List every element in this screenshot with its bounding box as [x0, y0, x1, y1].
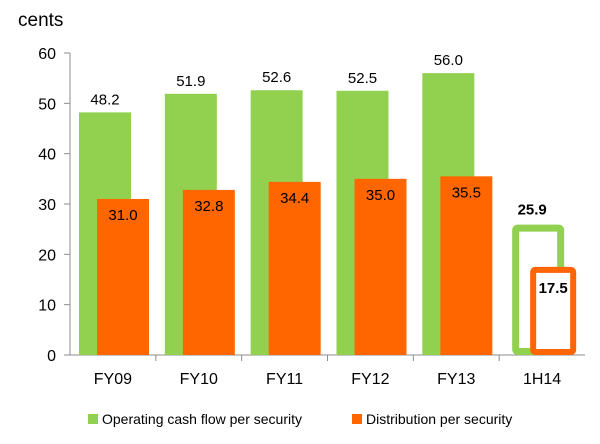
y-axis-unit-label: cents: [18, 10, 63, 31]
bar-distribution: [440, 176, 493, 355]
y-tick-label: 10: [38, 298, 56, 315]
data-label-distribution: 32.8: [194, 198, 223, 215]
bar-distribution: [354, 178, 407, 355]
y-tick-label: 20: [38, 247, 56, 264]
data-label-operating-cash-flow: 51.9: [176, 73, 205, 90]
x-tick-label: FY12: [351, 371, 389, 388]
legend-swatch: [352, 414, 362, 424]
x-tick-label: FY10: [180, 371, 218, 388]
data-label-operating-cash-flow: 52.5: [348, 70, 377, 87]
bar-distribution: [97, 198, 149, 355]
x-tick-label: FY11: [266, 371, 303, 388]
bar-distribution: [268, 181, 321, 355]
axes: 0 10 20 30 40 50 60 FY09 FY10 FY11 FY12 FY13 1H14: [38, 46, 585, 388]
y-tick-label: 50: [38, 96, 56, 113]
bar-distribution: [182, 189, 235, 355]
data-label-operating-cash-flow: 56.0: [434, 52, 463, 69]
data-label-distribution: 34.4: [280, 190, 309, 207]
x-tick-label: 1H14: [523, 371, 561, 388]
legend: Operating cash flow per security Distribu…: [88, 411, 512, 427]
y-tick-label: 0: [47, 348, 56, 365]
y-tick-label: 60: [38, 46, 56, 63]
x-tick-label: FY09: [94, 371, 132, 388]
y-tick-label: 40: [38, 147, 56, 164]
data-label-distribution: 17.5: [539, 280, 568, 297]
legend-label: Distribution per security: [366, 411, 512, 427]
data-label-operating-cash-flow: 52.6: [262, 69, 291, 86]
data-label-operating-cash-flow: 25.9: [518, 202, 547, 219]
x-tick-label: FY13: [437, 371, 475, 388]
data-label-distribution: 35.0: [366, 187, 395, 204]
bars: [79, 73, 577, 356]
legend-swatch: [88, 414, 98, 424]
data-label-operating-cash-flow: 48.2: [90, 91, 119, 108]
y-tick-label: 30: [38, 197, 56, 214]
bar-distribution-outlined: [530, 266, 577, 355]
data-label-distribution: 31.0: [108, 207, 137, 224]
legend-label: Operating cash flow per security: [102, 411, 302, 427]
data-label-distribution: 35.5: [452, 184, 481, 201]
data-labels: 48.2 31.0 51.9 32.8 52.6 34.4 52.5 35.0 56.0 35.5…: [90, 52, 567, 297]
